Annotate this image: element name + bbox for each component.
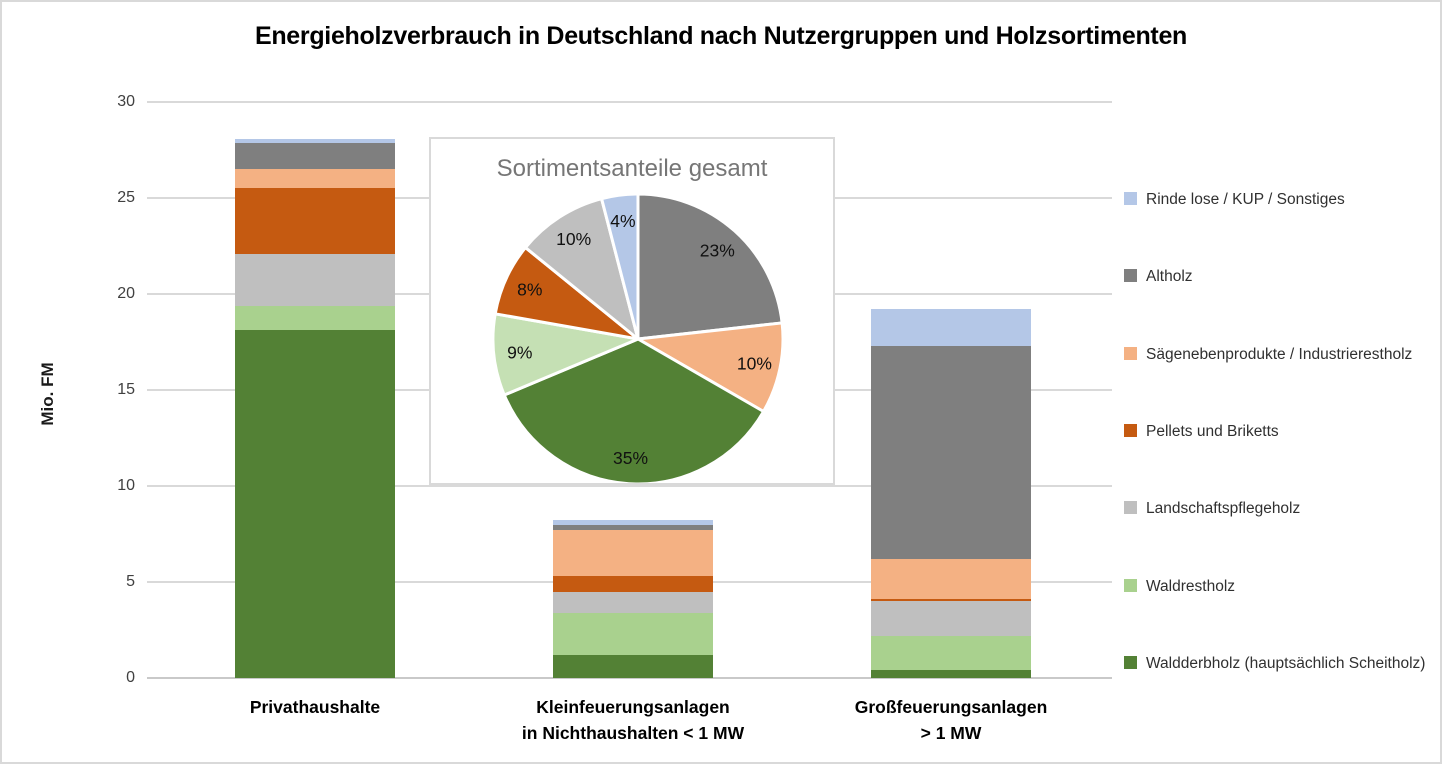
bar-segment <box>553 576 713 592</box>
legend: Rinde lose / KUP / Sonstiges Altholz Sägen… <box>1124 188 1426 676</box>
pie-inset-panel: Sortimentsanteile gesamt 23% 10% 35% 9% 8% 10… <box>429 137 835 485</box>
gridline <box>147 677 1112 679</box>
legend-swatch <box>1124 501 1137 515</box>
legend-swatch <box>1124 346 1137 360</box>
bar-segment <box>235 188 395 254</box>
legend-label: Waldrestholz <box>1146 577 1236 595</box>
gridline <box>147 485 1112 487</box>
bar-segment <box>235 253 395 306</box>
pie-slice-label: 8% <box>517 280 542 300</box>
legend-item: Pellets und Briketts <box>1124 420 1426 444</box>
pie-slice <box>600 192 640 341</box>
x-axis-label: Großfeuerungsanlagen > 1 MW <box>786 694 1116 746</box>
legend-item: Landschaftspflegeholz <box>1124 497 1426 521</box>
bar-segment <box>871 670 1031 678</box>
bar-segment <box>871 601 1031 636</box>
gridline <box>147 101 1112 103</box>
bar-segment <box>553 654 713 678</box>
bar-segment <box>553 525 713 531</box>
y-axis-title: Mio. FM <box>38 362 57 426</box>
bar-segment <box>871 345 1031 559</box>
pie-slice <box>636 321 785 413</box>
bar-segment <box>871 309 1031 346</box>
bar-segment <box>871 635 1031 671</box>
pie-slice <box>636 192 784 341</box>
pie-slice-label: 23% <box>700 241 735 261</box>
x-axis-label-line: Privathaushalte <box>249 697 381 717</box>
x-axis-label-line: Großfeuerungsanlagen <box>854 697 1048 717</box>
bar-segment <box>235 330 395 678</box>
legend-item: Sägenebenprodukte / Industrierestholz <box>1124 343 1426 367</box>
y-tick-label: 5 <box>126 573 135 590</box>
legend-label: Pellets und Briketts <box>1146 422 1279 440</box>
bar-segment <box>235 305 395 331</box>
legend-label: Waldderbholz (hauptsächlich Scheitholz) <box>1146 654 1426 672</box>
pie-slice-label: 9% <box>507 342 532 362</box>
y-tick-label: 25 <box>117 189 135 206</box>
y-tick-label: 20 <box>117 285 135 302</box>
x-axis-label-line: in Nichthaushalten < 1 MW <box>521 723 745 743</box>
legend-label: Altholz <box>1146 268 1193 286</box>
bar-segment <box>553 519 713 526</box>
legend-swatch <box>1124 192 1137 205</box>
legend-label: Landschaftspflegeholz <box>1146 500 1301 518</box>
bar-segment <box>235 169 395 189</box>
bar-segment <box>871 558 1031 600</box>
y-tick-label: 30 <box>117 93 135 110</box>
legend-swatch <box>1124 269 1137 283</box>
pie-title: Sortimentsanteile gesamt <box>496 155 768 182</box>
bar-segment <box>235 139 395 144</box>
legend-item: Rinde lose / KUP / Sonstiges <box>1124 188 1426 212</box>
legend-swatch <box>1124 655 1137 669</box>
legend-label: Rinde lose / KUP / Sonstiges <box>1146 191 1345 208</box>
bar-segment <box>553 612 713 655</box>
pie-slice <box>502 337 766 483</box>
legend-item: Altholz <box>1124 265 1426 289</box>
x-axis-label-line: > 1 MW <box>920 723 982 743</box>
chart-title: Energieholzverbrauch in Deutschland nach… <box>254 22 1188 50</box>
x-axis-label-line: Kleinfeuerungsanlagen <box>536 697 730 717</box>
bar-segment <box>553 591 713 613</box>
legend-swatch <box>1124 578 1137 592</box>
legend-label: Sägenebenprodukte / Industrierestholz <box>1146 345 1413 363</box>
pie-slice-label: 10% <box>737 354 772 374</box>
pie-slice-label: 35% <box>613 448 648 468</box>
y-tick-label: 0 <box>126 669 135 686</box>
legend-swatch <box>1124 423 1137 437</box>
pie-slice-label: 4% <box>610 211 635 231</box>
legend-item: Waldrestholz <box>1124 575 1426 599</box>
pie-slice-label: 10% <box>556 229 591 249</box>
x-axis-label: Kleinfeuerungsanlagen in Nichthaushalten … <box>468 694 798 746</box>
legend-item: Waldderbholz (hauptsächlich Scheitholz) <box>1124 652 1426 676</box>
y-tick-label: 10 <box>117 477 135 494</box>
x-axis-label: Privathaushalte <box>150 694 480 720</box>
y-tick-label: 15 <box>117 381 135 398</box>
bar-segment <box>871 599 1031 602</box>
bar-segment <box>553 530 713 577</box>
bar-segment <box>235 143 395 170</box>
pie-chart: 23% 10% 35% 9% 8% 10% 4% <box>491 192 785 483</box>
